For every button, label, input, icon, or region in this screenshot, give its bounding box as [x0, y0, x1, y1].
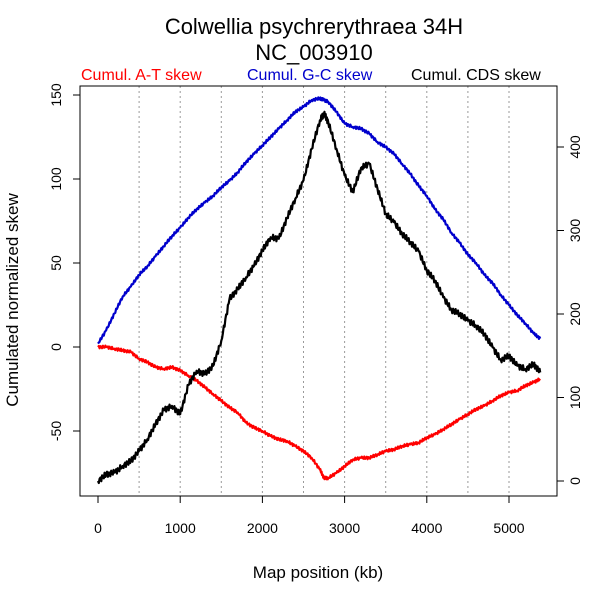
y-tick-label: 50: [48, 255, 64, 271]
y-tick-label: 0: [48, 343, 64, 351]
legend: Cumul. A-T skew Cumul. G-C skew Cumul. C…: [81, 67, 541, 84]
y2-tick-label: 0: [567, 477, 583, 485]
x-tick-label: 3000: [329, 520, 360, 536]
chart-title: Colwellia psychrerythraea 34H: [165, 14, 463, 39]
x-tick-label: 1000: [165, 520, 196, 536]
x-tick-label: 2000: [247, 520, 278, 536]
y-tick-label: -50: [48, 421, 64, 441]
y2-tick-label: 400: [567, 135, 583, 159]
chart-subtitle: NC_003910: [255, 40, 372, 65]
legend-entry-at: Cumul. A-T skew: [81, 67, 202, 84]
x-tick-label: 5000: [493, 520, 524, 536]
series-line-2: [96, 110, 542, 485]
x-tick-label: 4000: [411, 520, 442, 536]
series-layer: [96, 96, 542, 485]
y-axis-right: 0 100 200 300 400: [557, 135, 583, 485]
y-tick-label: 100: [48, 167, 64, 191]
y2-tick-label: 100: [567, 386, 583, 410]
y-axis-left: -50 0 50 100 150: [48, 83, 80, 441]
vertical-grid: [138, 86, 510, 496]
x-tick-label: 0: [94, 520, 102, 536]
y2-tick-label: 200: [567, 302, 583, 326]
plot-frame: [79, 85, 558, 497]
series-line-0: [97, 344, 541, 481]
series-line-1: [97, 96, 542, 345]
y-tick-label: 150: [48, 83, 64, 107]
legend-entry-gc: Cumul. G-C skew: [247, 67, 373, 84]
y2-tick-label: 300: [567, 219, 583, 243]
y-axis-label: Cumulated normalized skew: [3, 193, 22, 407]
x-axis: 0 1000 2000 3000 4000 5000: [94, 496, 525, 536]
legend-entry-cds: Cumul. CDS skew: [411, 67, 541, 84]
x-axis-label: Map position (kb): [253, 563, 383, 582]
